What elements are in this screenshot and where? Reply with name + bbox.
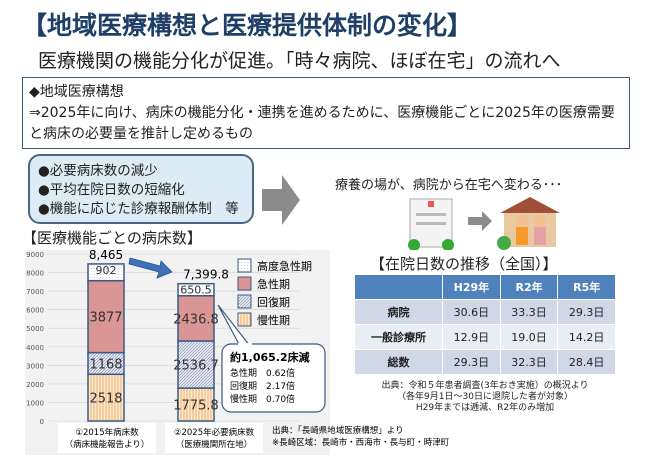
table-note: （各年9月1日～30日に退院した者が対象） xyxy=(397,392,573,402)
legend-label: 急性期 xyxy=(257,277,290,291)
column-header xyxy=(355,275,444,299)
home-family-icon xyxy=(497,197,560,250)
row-header: 一般診療所 xyxy=(355,323,444,349)
definition-heading: ◆地域医療構想 xyxy=(29,84,124,100)
row-header: 病院 xyxy=(355,298,444,324)
column-header: H29年 xyxy=(442,275,501,299)
small-arrow-icon xyxy=(468,211,492,231)
data-label: 3877 xyxy=(89,311,122,326)
data-label: 650.5 xyxy=(180,284,212,297)
data-label: 1775.8 xyxy=(173,399,219,414)
legend-swatch xyxy=(237,258,252,273)
point-item: ●必要病床数の減少 xyxy=(38,163,158,179)
hospital-to-home-illustration xyxy=(408,197,560,250)
legend-swatch xyxy=(237,312,252,327)
point-item: ●機能に応じた診療報酬体制 等 xyxy=(38,201,239,217)
callout-line: 慢性期 0.70倍 xyxy=(230,393,295,405)
legend-label: 回復期 xyxy=(257,296,290,309)
table-note: H29年までは逓減、R2年のみ増加 xyxy=(415,403,555,413)
page-title: 【地域医療構想と医療提供体制の変化】 xyxy=(22,11,473,40)
table-notes: 出典：令和５年患者調査(3年おき実施）の概況より （各年9月1日～30日に退院し… xyxy=(360,381,610,414)
table-cell: 30.6日 xyxy=(442,298,501,324)
column-header: R2年 xyxy=(500,275,559,299)
callout-line: 急性期 0.62倍 xyxy=(230,367,295,379)
legend-swatch xyxy=(237,294,252,309)
y-tick-label: 0 xyxy=(40,418,44,426)
y-tick-label: 2000 xyxy=(26,381,44,389)
table-cell: 28.4日 xyxy=(557,348,616,374)
page-subtitle: 医療機関の機能分化が促進。「時々病院、ほぼ在宅」の流れへ xyxy=(38,50,561,72)
table-cell: 33.3日 xyxy=(500,298,559,324)
data-label: 902 xyxy=(96,264,117,277)
stay-days-table: H29年 R2年 R5年 病院 30.6日 33.3日 29.3日 一般診療所 12.9日… xyxy=(355,275,616,374)
callout-title: 約1,065.2床減 xyxy=(230,350,310,364)
legend-swatch xyxy=(237,276,252,291)
bar-segment xyxy=(87,373,125,422)
bar-segment xyxy=(177,282,215,297)
definition-box: ◆地域医療構想 ⇒2025年に向け、病床の機能分化・連携を進めるために、医療機能… xyxy=(22,77,630,149)
y-tick-label: 3000 xyxy=(26,362,44,370)
key-points-box: ●必要病床数の減少 ●平均在院日数の短縮化 ●機能に応じた診療報酬体制 等 xyxy=(28,154,254,224)
table-row: 総数 29.3日 32.3日 28.4日 xyxy=(355,348,616,374)
column-header: R5年 xyxy=(557,275,616,299)
row-header: 総数 xyxy=(355,348,444,374)
hospital-icon xyxy=(408,198,454,250)
legend-label: 高度急性期 xyxy=(257,259,312,273)
data-label: 1168 xyxy=(89,357,122,372)
y-tick-label: 7000 xyxy=(26,288,44,296)
table-row: 病院 30.6日 33.3日 29.3日 xyxy=(355,298,616,324)
bar-segment xyxy=(87,279,125,354)
table-cell: 19.0日 xyxy=(500,323,559,349)
table-title: 【在院日数の推移（全国）】 xyxy=(370,255,558,273)
table-cell: 29.3日 xyxy=(442,348,501,374)
bar-segment xyxy=(87,263,125,282)
y-tick-label: 9000 xyxy=(26,251,44,259)
category-label: （病床機能報告より） xyxy=(65,439,150,450)
category-labels: ①2015年病床数 （病床機能報告より） ②2025年必要病床数 （医療機関所在… xyxy=(58,423,263,453)
y-tick-label: 5000 xyxy=(26,325,44,333)
y-tick-label: 1000 xyxy=(26,399,44,407)
decrease-arrow-icon xyxy=(128,257,173,279)
table-note: 出典：令和５年患者調査(3年おき実施）の概況より xyxy=(381,381,589,391)
care-shift-text: 療養の場が、病院から在宅へ変わる･･･ xyxy=(335,178,563,193)
chart-source: 出典：「長崎県地域医療構想」より xyxy=(272,425,404,436)
callout-line: 回復期 2.17倍 xyxy=(230,380,295,392)
data-label: 2436.8 xyxy=(173,312,219,327)
table-cell: 32.3日 xyxy=(500,348,559,374)
bar-segment xyxy=(177,295,215,342)
table-row: 一般診療所 12.9日 19.0日 14.2日 xyxy=(355,323,616,349)
right-arrow-icon xyxy=(262,175,300,225)
category-label: ②2025年必要病床数 xyxy=(174,427,255,438)
total-label: 8,465 xyxy=(89,248,123,262)
chart-source: ※長崎区域：長崎市・西海市・長与町・時津町 xyxy=(272,437,450,448)
y-tick-label: 6000 xyxy=(26,307,44,315)
data-label: 2518 xyxy=(89,392,122,407)
total-label: 7,399.8 xyxy=(183,268,229,282)
category-label: ①2015年病床数 xyxy=(75,427,139,438)
table-cell: 29.3日 xyxy=(557,298,616,324)
callout: 約1,065.2床減 急性期 0.62倍 回復期 2.17倍 慢性期 0.70倍 xyxy=(217,304,326,413)
legend-label: 慢性期 xyxy=(257,313,290,327)
y-tick-label: 8000 xyxy=(26,270,44,278)
table-header-row: H29年 R2年 R5年 xyxy=(355,275,616,299)
bar-segment xyxy=(177,340,215,389)
y-tick-label: 4000 xyxy=(26,344,44,352)
point-item: ●平均在院日数の短縮化 xyxy=(38,182,185,198)
chart-title: 【医療機能ごとの病床数】 xyxy=(22,229,202,247)
category-label: （医療機関所在地） xyxy=(176,439,253,450)
table-cell: 12.9日 xyxy=(442,323,501,349)
data-label: 2536.7 xyxy=(173,359,219,374)
definition-body: ⇒2025年に向け、病床の機能分化・連携を進めるために、医療機能ごとに2025年… xyxy=(29,105,615,142)
table-cell: 14.2日 xyxy=(557,323,616,349)
